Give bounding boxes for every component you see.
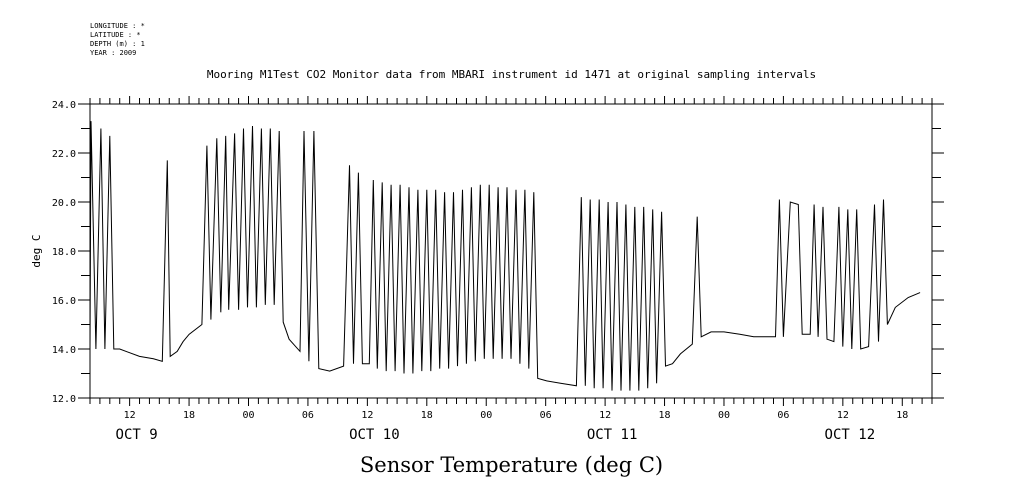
x-tick-label: 06 xyxy=(540,410,552,421)
latitude-label: LATITUDE : * xyxy=(90,31,141,39)
series-layer xyxy=(89,121,921,391)
x-tick-label: 12 xyxy=(361,410,373,421)
depth-label: DEPTH (m) : 1 xyxy=(90,40,145,48)
chart-title: Mooring M1Test CO2 Monitor data from MBA… xyxy=(206,68,817,81)
y-tick-label: 18.0 xyxy=(52,247,76,258)
x-tick-label: 12 xyxy=(599,410,611,421)
y-tick-label: 14.0 xyxy=(52,345,76,356)
x-day-label: OCT 11 xyxy=(587,427,638,443)
x-tick-label: 06 xyxy=(302,410,314,421)
longitude-label: LONGITUDE : * xyxy=(90,22,145,30)
x-tick-label: 06 xyxy=(777,410,789,421)
x-tick-label: 00 xyxy=(480,410,492,421)
x-day-label: OCT 12 xyxy=(825,427,876,443)
x-tick-label: 18 xyxy=(421,410,433,421)
y-tick-label: 16.0 xyxy=(52,296,76,307)
metadata-block: LONGITUDE : * LATITUDE : * DEPTH (m) : 1… xyxy=(90,22,145,58)
axis-labels: 12.0 14.0 16.0 18.0 20.0 22.0 24.0 12 18 00 06 12 18… xyxy=(52,100,908,443)
x-tick-label: 12 xyxy=(837,410,849,421)
y-axis-title: deg C xyxy=(30,234,43,267)
y-tick-label: 20.0 xyxy=(52,198,76,209)
y-tick-label: 12.0 xyxy=(52,394,76,405)
x-tick-label: 18 xyxy=(659,410,671,421)
x-tick-label: 00 xyxy=(242,410,254,421)
x-day-label: OCT 9 xyxy=(116,427,158,443)
y-tick-label: 24.0 xyxy=(52,100,76,111)
x-tick-label: 12 xyxy=(124,410,136,421)
year-label: YEAR : 2009 xyxy=(90,49,137,57)
x-tick-label: 18 xyxy=(183,410,195,421)
temperature-series-line xyxy=(89,121,921,391)
figure-footer-title: Sensor Temperature (deg C) xyxy=(359,453,664,477)
x-tick-label: 18 xyxy=(896,410,908,421)
x-day-label: OCT 10 xyxy=(349,427,400,443)
y-tick-label: 22.0 xyxy=(52,149,76,160)
x-tick-label: 00 xyxy=(718,410,730,421)
plot-frame xyxy=(89,103,933,399)
axis-ticks xyxy=(78,96,944,406)
